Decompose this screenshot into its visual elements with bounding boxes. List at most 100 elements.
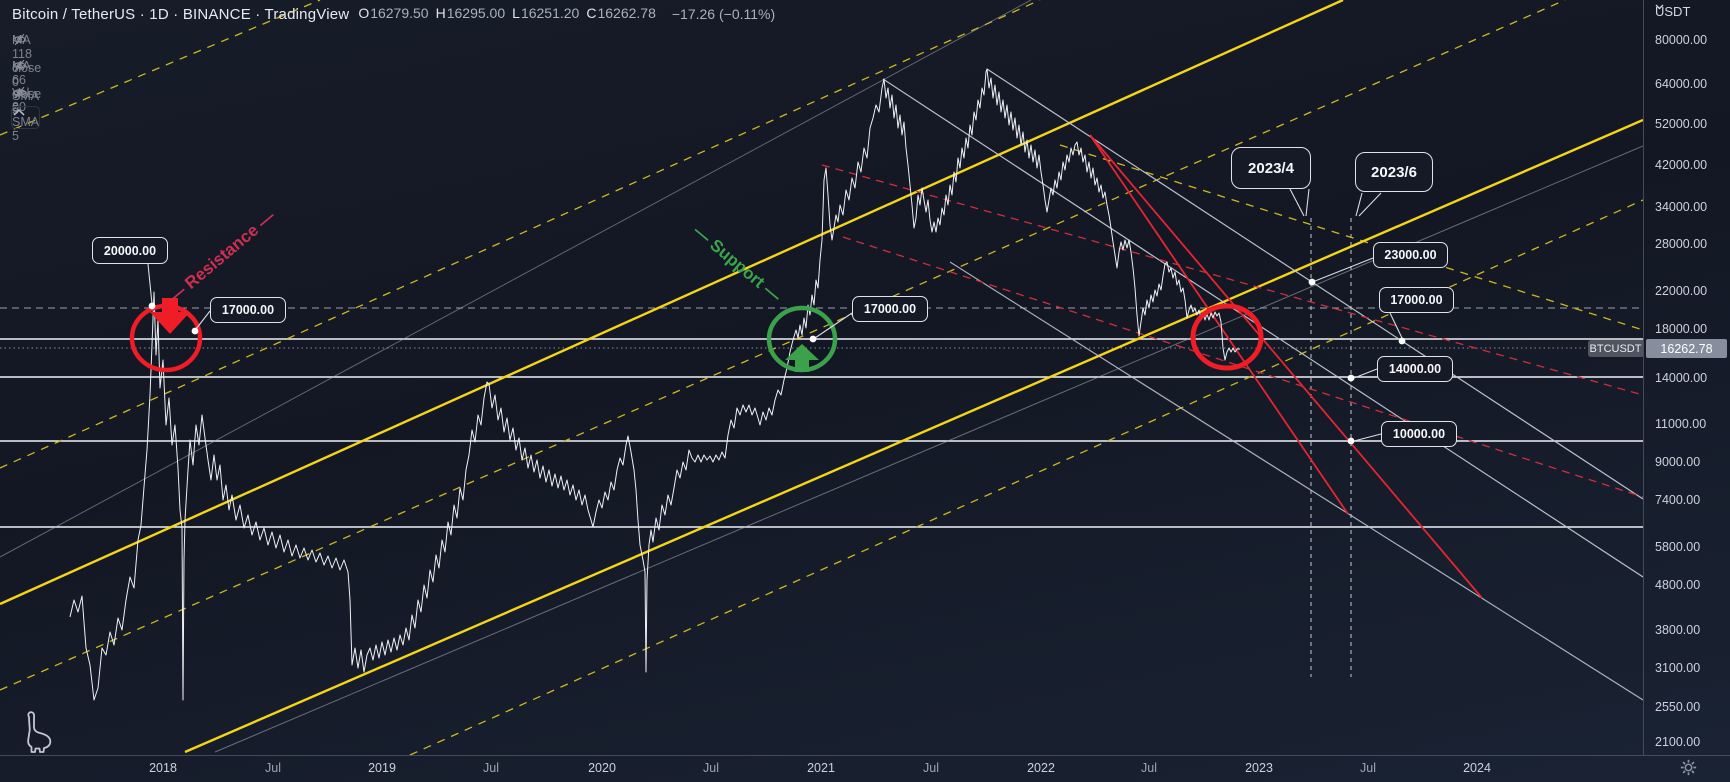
callout-pointer bbox=[814, 312, 853, 339]
price-callout[interactable]: 20000.00 bbox=[92, 237, 168, 264]
anchor-dot bbox=[1347, 374, 1355, 382]
price-callout[interactable]: 10000.00 bbox=[1381, 421, 1457, 447]
price-tick: 3800.00 bbox=[1655, 623, 1701, 637]
symbol-title[interactable]: Bitcoin / TetherUS · 1D · BINANCE · Trad… bbox=[12, 5, 350, 23]
date-balloon[interactable]: 2023/6 bbox=[1355, 152, 1433, 192]
time-tick: 2020 bbox=[588, 761, 616, 775]
time-tick: Jul bbox=[1360, 761, 1376, 775]
price-axis-separator bbox=[1643, 0, 1644, 756]
hidden-eye-icon bbox=[12, 33, 27, 46]
change-value: −17.26 (−0.11%) bbox=[671, 6, 776, 22]
price-tick: 42000.00 bbox=[1655, 158, 1708, 172]
callout-pointer bbox=[1389, 312, 1403, 339]
anchor-dot bbox=[1398, 337, 1406, 345]
price-callout[interactable]: 14000.00 bbox=[1377, 356, 1453, 382]
trend-line[interactable] bbox=[0, 0, 1566, 691]
price-tick: 11000.00 bbox=[1655, 417, 1707, 431]
last-price-tag: 16262.78 bbox=[1646, 339, 1727, 358]
callout-pointer bbox=[1305, 188, 1310, 217]
time-tick: 2023 bbox=[1245, 761, 1273, 775]
chart-legend: Bitcoin / TetherUS · 1D · BINANCE · Trad… bbox=[12, 5, 775, 23]
price-tick: 2100.00 bbox=[1655, 735, 1701, 749]
time-axis-separator bbox=[0, 755, 1730, 756]
date-balloon[interactable]: 2023/4 bbox=[1231, 147, 1311, 189]
highlight-circle[interactable] bbox=[1190, 303, 1264, 371]
ohlc-c: C16262.78 bbox=[586, 5, 656, 21]
callout-pointer bbox=[1289, 188, 1305, 217]
price-tick: 80000.00 bbox=[1655, 33, 1708, 47]
price-tick: 18000.00 bbox=[1655, 322, 1708, 336]
time-tick: 2021 bbox=[807, 761, 835, 775]
trend-line[interactable] bbox=[0, 0, 321, 136]
indicator-row: MA 118 close 0 SMA 5 bbox=[12, 33, 49, 117]
time-tick: 2018 bbox=[149, 761, 177, 775]
anchor-dot bbox=[1308, 278, 1316, 286]
time-tick: 2022 bbox=[1027, 761, 1055, 775]
time-tick: 2019 bbox=[368, 761, 396, 775]
time-tick: Jul bbox=[265, 761, 281, 775]
trend-line[interactable] bbox=[0, 0, 1041, 469]
currency-selector[interactable]: USDT bbox=[1655, 4, 1690, 19]
price-tick: 3100.00 bbox=[1655, 661, 1701, 675]
trend-line[interactable] bbox=[821, 164, 1643, 396]
trend-line[interactable] bbox=[882, 78, 1643, 578]
price-tick: 52000.00 bbox=[1655, 117, 1708, 131]
arrow-up-icon[interactable] bbox=[785, 344, 819, 372]
price-callout[interactable]: 17000.00 bbox=[1379, 287, 1454, 313]
time-tick: Jul bbox=[1141, 761, 1157, 775]
time-tick: 2024 bbox=[1463, 761, 1491, 775]
time-tick: Jul bbox=[703, 761, 719, 775]
callout-pointer bbox=[1353, 433, 1382, 442]
anchor-dot bbox=[809, 335, 817, 343]
hidden-eye-icon bbox=[12, 59, 27, 72]
callout-pointer bbox=[1353, 368, 1378, 379]
price-callout[interactable]: 23000.00 bbox=[1373, 242, 1448, 268]
price-tick: 64000.00 bbox=[1655, 77, 1708, 91]
trend-line[interactable] bbox=[0, 0, 1344, 606]
price-tick: 5800.00 bbox=[1655, 540, 1701, 554]
chevron-down-icon bbox=[1655, 4, 1664, 10]
anchor-dot bbox=[148, 302, 156, 310]
price-tick: 34000.00 bbox=[1655, 200, 1708, 214]
symbol-badge: BTCUSDT bbox=[1588, 340, 1643, 357]
price-callout[interactable]: 17000.00 bbox=[210, 297, 286, 323]
ohlc-l: L16251.20 bbox=[512, 5, 580, 21]
price-tick: 28000.00 bbox=[1655, 237, 1708, 251]
trend-line[interactable] bbox=[409, 199, 1643, 756]
chevron-up-icon bbox=[13, 108, 25, 116]
callout-pointer bbox=[1355, 192, 1363, 217]
trend-line[interactable] bbox=[184, 118, 1643, 754]
indicator-label: MA 118 close 0 SMA 5 bbox=[12, 33, 42, 117]
trend-line[interactable] bbox=[1089, 134, 1483, 599]
trend-line[interactable] bbox=[214, 145, 1643, 753]
arrow-down-icon[interactable] bbox=[150, 298, 190, 334]
price-tick: 9000.00 bbox=[1655, 455, 1701, 469]
price-tick: 4800.00 bbox=[1655, 578, 1701, 592]
callout-pointer bbox=[1358, 192, 1382, 217]
ohlc-h: H16295.00 bbox=[435, 5, 506, 21]
ohlc-values: O16279.50 H16295.00 L16251.20 C16262.78 bbox=[358, 5, 663, 23]
price-series[interactable] bbox=[69, 68, 1240, 701]
price-tick: 14000.00 bbox=[1655, 371, 1708, 385]
anchor-dot bbox=[1347, 437, 1355, 445]
currency-label: USDT bbox=[1655, 4, 1691, 19]
time-tick: Jul bbox=[483, 761, 499, 775]
time-tick: Jul bbox=[923, 761, 939, 775]
ohlc-o: O16279.50 bbox=[358, 5, 429, 21]
trend-line[interactable] bbox=[0, 0, 1032, 558]
collapse-legend-button[interactable] bbox=[11, 106, 40, 129]
trend-line[interactable] bbox=[1089, 134, 1349, 515]
price-callout[interactable]: 17000.00 bbox=[852, 296, 928, 322]
anchor-dot bbox=[191, 327, 199, 335]
trend-line[interactable] bbox=[1059, 144, 1643, 331]
hidden-eye-icon bbox=[12, 86, 27, 99]
trend-line[interactable] bbox=[949, 261, 1643, 701]
price-tick: 2550.00 bbox=[1655, 700, 1701, 714]
callout-pointer bbox=[147, 263, 153, 305]
price-tick: 22000.00 bbox=[1655, 284, 1708, 298]
price-tick: 7400.00 bbox=[1655, 493, 1701, 507]
trend-line[interactable] bbox=[986, 68, 1643, 500]
